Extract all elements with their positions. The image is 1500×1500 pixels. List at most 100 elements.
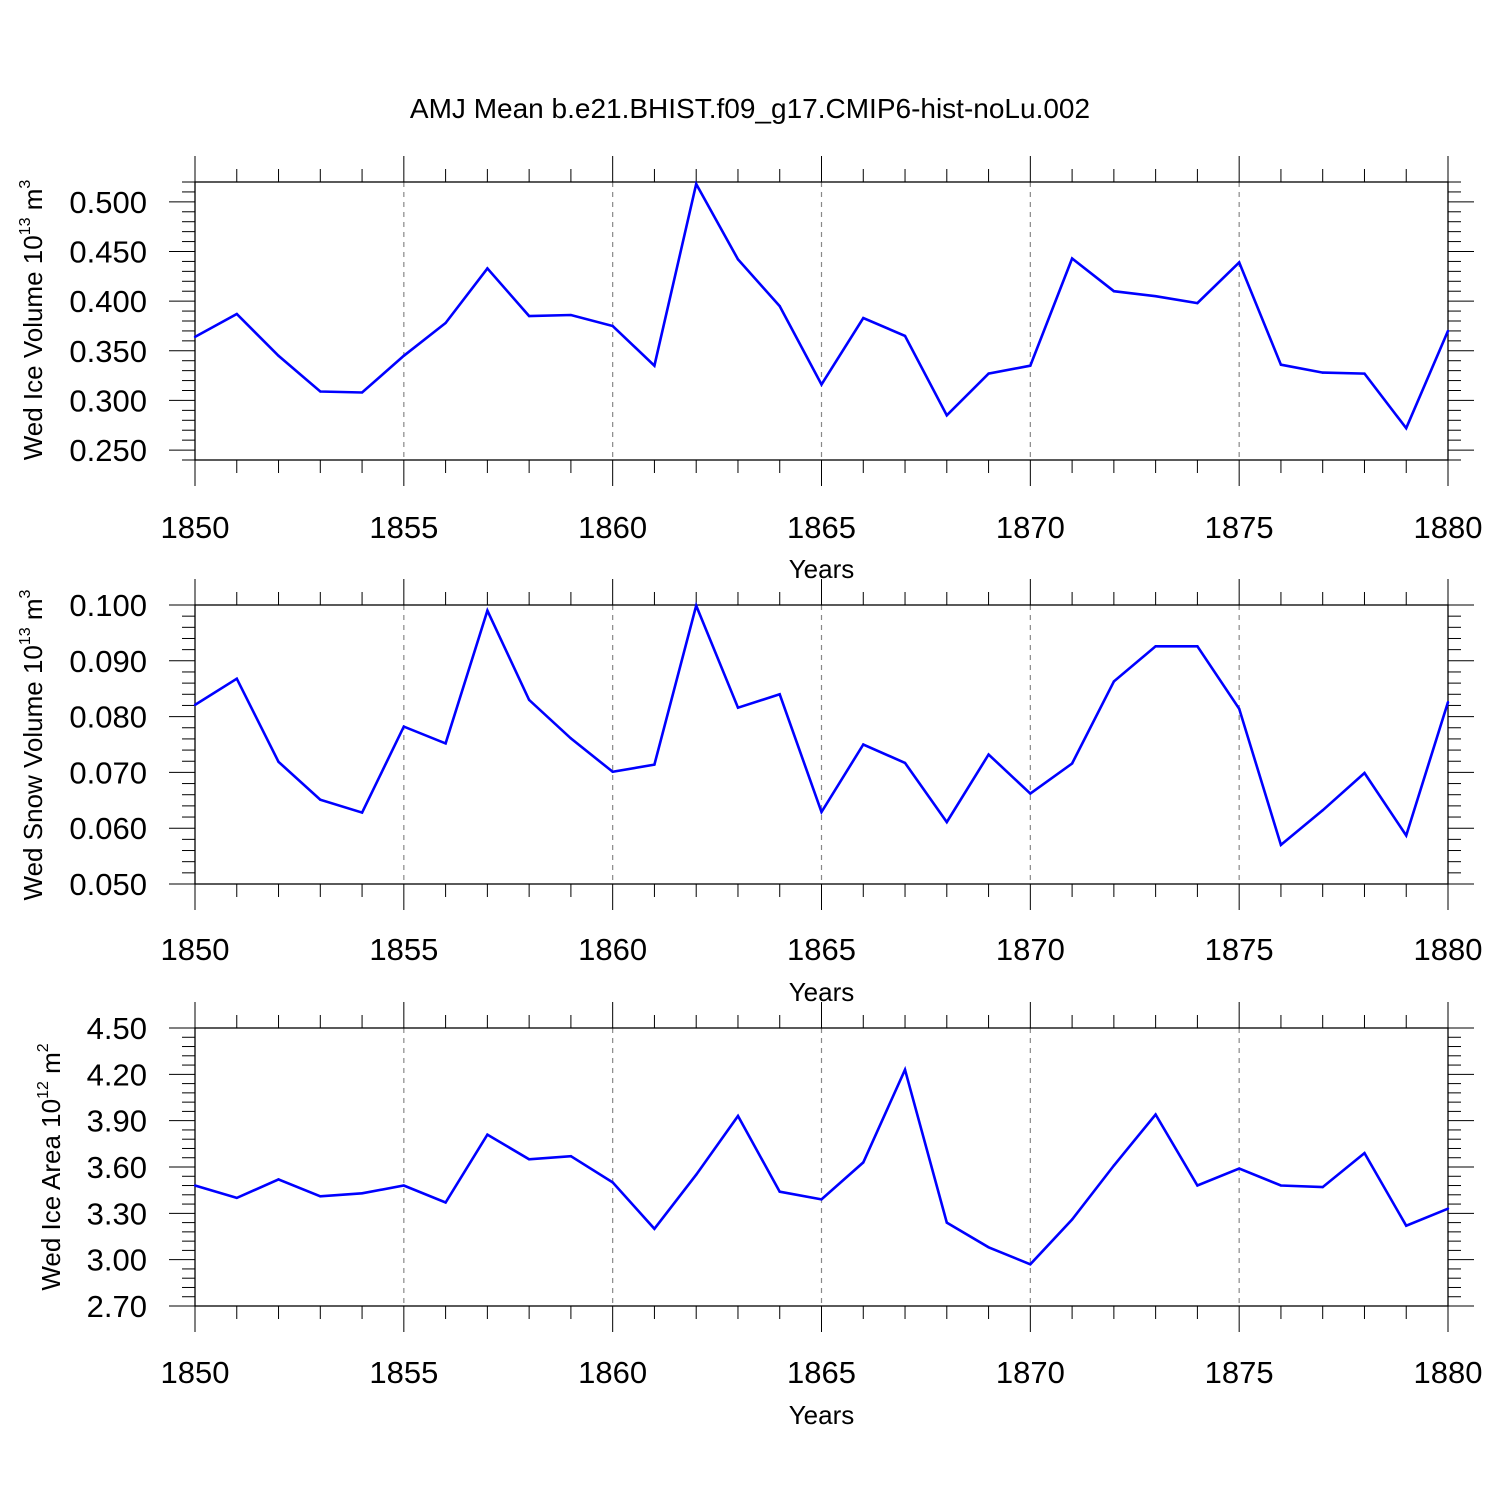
data-point [903, 761, 907, 765]
data-point [611, 1181, 614, 1184]
x-tick-label: 1880 [1414, 510, 1483, 545]
figure-title: AMJ Mean b.e21.BHIST.f09_g17.CMIP6-hist-… [410, 93, 1090, 124]
data-point [1154, 1113, 1157, 1116]
data-point [736, 258, 740, 261]
data-point [193, 703, 197, 707]
data-point [235, 677, 238, 680]
x-tick-label: 1865 [787, 932, 856, 967]
data-point [1112, 290, 1116, 293]
data-point [1112, 680, 1116, 683]
data-point [611, 324, 614, 328]
x-tick-label: 1850 [161, 510, 230, 545]
data-point [903, 1068, 907, 1071]
y-tick-label: 0.400 [69, 284, 147, 319]
y-tick-label: 0.350 [69, 334, 147, 369]
data-point [277, 1178, 280, 1181]
x-tick-label: 1855 [369, 510, 438, 545]
data-point [1154, 645, 1157, 648]
x-tick-label: 1880 [1414, 932, 1483, 967]
data-point [1363, 771, 1366, 775]
x-tick-label: 1855 [369, 1355, 438, 1390]
data-point [862, 1161, 865, 1164]
panel-1: 0.250 0.300 0.350 0.400 0.450 0.500 1850 1855 18… [17, 156, 1482, 584]
data-point [653, 1227, 656, 1230]
data-point [486, 1133, 489, 1136]
plot-frame [194, 604, 1449, 885]
data-point [1405, 1224, 1408, 1227]
y-tick-label: 3.60 [87, 1150, 147, 1185]
data-point [1237, 1167, 1241, 1170]
y-tick-label: 3.00 [87, 1243, 147, 1278]
data-point [402, 725, 406, 728]
data-point [360, 811, 364, 814]
y-tick-label: 0.080 [69, 700, 147, 735]
x-tick-label: 1850 [161, 1355, 230, 1390]
x-tick-label: 1850 [161, 932, 230, 967]
data-point [1154, 294, 1157, 298]
y-tick-label: 0.250 [69, 433, 147, 468]
data-point [1070, 257, 1074, 260]
data-point [987, 753, 990, 756]
y-tick-label: 0.070 [69, 755, 147, 790]
data-point [402, 354, 406, 357]
data-point [569, 1154, 573, 1158]
y-tick-label: 3.90 [87, 1104, 147, 1139]
data-point [235, 312, 238, 316]
data-point [527, 314, 531, 318]
y-tick-label: 0.050 [69, 867, 147, 902]
data-point [987, 372, 990, 375]
data-point [319, 1195, 322, 1198]
x-tick-label: 1860 [578, 510, 647, 545]
data-point [1279, 363, 1283, 366]
data-point [778, 1190, 781, 1193]
data-point [569, 737, 573, 740]
x-tick-label: 1855 [369, 932, 438, 967]
y-tick-label: 0.500 [69, 185, 147, 220]
data-point [1321, 1185, 1324, 1189]
data-point [1279, 1184, 1283, 1187]
data-point [1029, 1263, 1032, 1266]
data-point [486, 267, 489, 270]
data-point [277, 354, 280, 357]
data-point [695, 604, 698, 607]
y-tick-label: 0.300 [69, 383, 147, 418]
y-tick-label: 3.30 [87, 1196, 147, 1231]
data-point [695, 1173, 698, 1176]
x-tick-label: 1865 [787, 1355, 856, 1390]
y-tick-label: 0.100 [69, 588, 147, 623]
x-tick-label: 1860 [578, 1355, 647, 1390]
data-point [1196, 301, 1199, 305]
data-point [277, 760, 280, 763]
data-point [1112, 1164, 1116, 1167]
data-point [778, 304, 781, 308]
data-point [486, 609, 489, 612]
x-axis-label: Years [789, 1400, 855, 1430]
data-point [945, 820, 948, 824]
data-point [1070, 1218, 1074, 1221]
data-point [1405, 834, 1408, 837]
data-point [360, 391, 364, 394]
data-point [945, 1221, 948, 1224]
data-point [235, 1196, 238, 1200]
data-point [1446, 329, 1450, 333]
data-point [569, 313, 573, 317]
chart-panels: 0.250 0.300 0.350 0.400 0.450 0.500 1850 1855 18… [17, 156, 1482, 1430]
data-point [653, 364, 656, 367]
data-point [444, 742, 447, 745]
data-point [1237, 261, 1241, 264]
data-point [862, 743, 865, 746]
x-tick-label: 1880 [1414, 1355, 1483, 1390]
data-point [360, 1192, 364, 1195]
y-axis-label: Wed Snow Volume 1013 m3 [17, 589, 48, 900]
plot-frame [194, 181, 1449, 461]
data-point [987, 1246, 990, 1249]
data-point [1405, 427, 1408, 430]
x-tick-label: 1870 [996, 932, 1065, 967]
data-point [695, 182, 698, 186]
data-point [778, 693, 781, 696]
data-point [820, 383, 823, 386]
data-point [903, 334, 907, 338]
x-tick-label: 1875 [1205, 932, 1274, 967]
x-tick-label: 1870 [996, 510, 1065, 545]
data-point [193, 335, 197, 339]
